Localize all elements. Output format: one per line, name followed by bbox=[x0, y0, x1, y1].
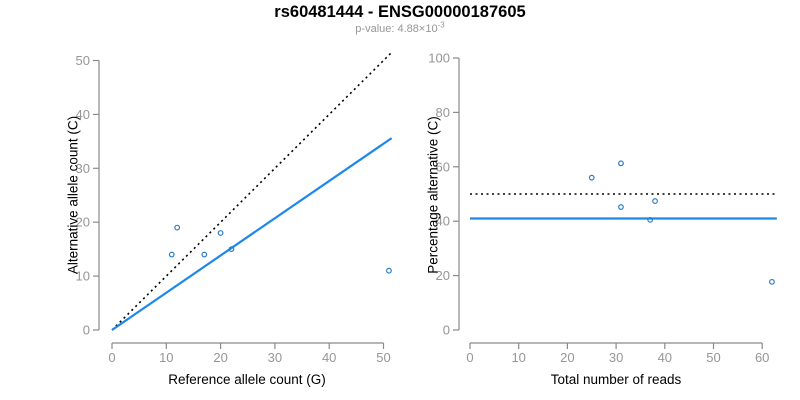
allele-counts-data-point bbox=[386, 267, 392, 274]
allele-counts-data-point bbox=[168, 251, 175, 258]
allele-counts-y-tick-label: 20 bbox=[76, 215, 90, 230]
figure-title: rs60481444 - ENSG00000187605 bbox=[274, 3, 526, 21]
allele-counts-data-point bbox=[217, 230, 224, 236]
percentage-x-tick-label: 30 bbox=[609, 350, 623, 365]
allele-counts-x-tick-label: 10 bbox=[159, 350, 173, 365]
pvalue-text: p-value: 4.88×10 bbox=[355, 23, 438, 35]
percentage-data-point bbox=[618, 204, 624, 210]
allele-counts-data-point bbox=[228, 246, 235, 253]
percentage-y-tick-label: 20 bbox=[436, 268, 450, 283]
percentage-y-tick-label: 100 bbox=[428, 51, 450, 66]
percentage-data-point bbox=[588, 174, 595, 181]
right-xaxis-title: Total number of reads bbox=[550, 372, 682, 387]
percentage-x-tick-label: 10 bbox=[511, 350, 525, 365]
left-xaxis-title: Reference allele count (G) bbox=[168, 372, 326, 387]
allele-counts-fit-line bbox=[111, 137, 393, 331]
pvalue-subtitle: p-value: 4.88×10-3 bbox=[0, 20, 800, 35]
percentage-x-tick-label: 20 bbox=[560, 350, 574, 365]
percentage-data-point bbox=[618, 160, 624, 167]
percentage-data-point bbox=[652, 198, 658, 204]
percentage-x-tick-label: 50 bbox=[706, 350, 720, 365]
allele-counts-data-point bbox=[201, 251, 208, 258]
pvalue-exponent: -3 bbox=[437, 20, 445, 30]
percentage-y-tick-label: 0 bbox=[443, 323, 450, 338]
allele-counts-data-point bbox=[174, 224, 181, 231]
right-yaxis-title: Percentage alternative (C) bbox=[425, 116, 441, 274]
allele-counts-y-tick-label: 40 bbox=[76, 107, 90, 122]
allele-counts-y-tick-label: 50 bbox=[76, 53, 90, 68]
allele-counts-identity-line bbox=[111, 51, 393, 331]
allele-counts-x-tick-label: 30 bbox=[268, 350, 282, 365]
allele-counts-x-tick-label: 0 bbox=[108, 350, 115, 365]
percentage-data-point bbox=[647, 216, 654, 223]
allele-counts-y-tick-label: 10 bbox=[76, 269, 90, 284]
allele-counts-y-tick-label: 0 bbox=[83, 323, 90, 338]
allele-counts-x-tick-label: 20 bbox=[213, 350, 227, 365]
percentage-x-tick-label: 60 bbox=[755, 350, 769, 365]
percentage-y-tick-label: 40 bbox=[436, 214, 450, 229]
percentage-x-tick-label: 40 bbox=[658, 350, 672, 365]
left-yaxis-title: Alternative allele count (C) bbox=[65, 115, 81, 275]
allele-counts-y-tick-label: 30 bbox=[76, 161, 90, 176]
percentage-y-tick-label: 80 bbox=[436, 105, 450, 120]
percentage-y-tick-label: 60 bbox=[436, 159, 450, 174]
percentage-x-tick-label: 0 bbox=[466, 350, 473, 365]
percentage-data-point bbox=[769, 278, 775, 285]
allele-counts-x-tick-label: 50 bbox=[376, 350, 390, 365]
allele-counts-x-tick-label: 40 bbox=[322, 350, 336, 365]
